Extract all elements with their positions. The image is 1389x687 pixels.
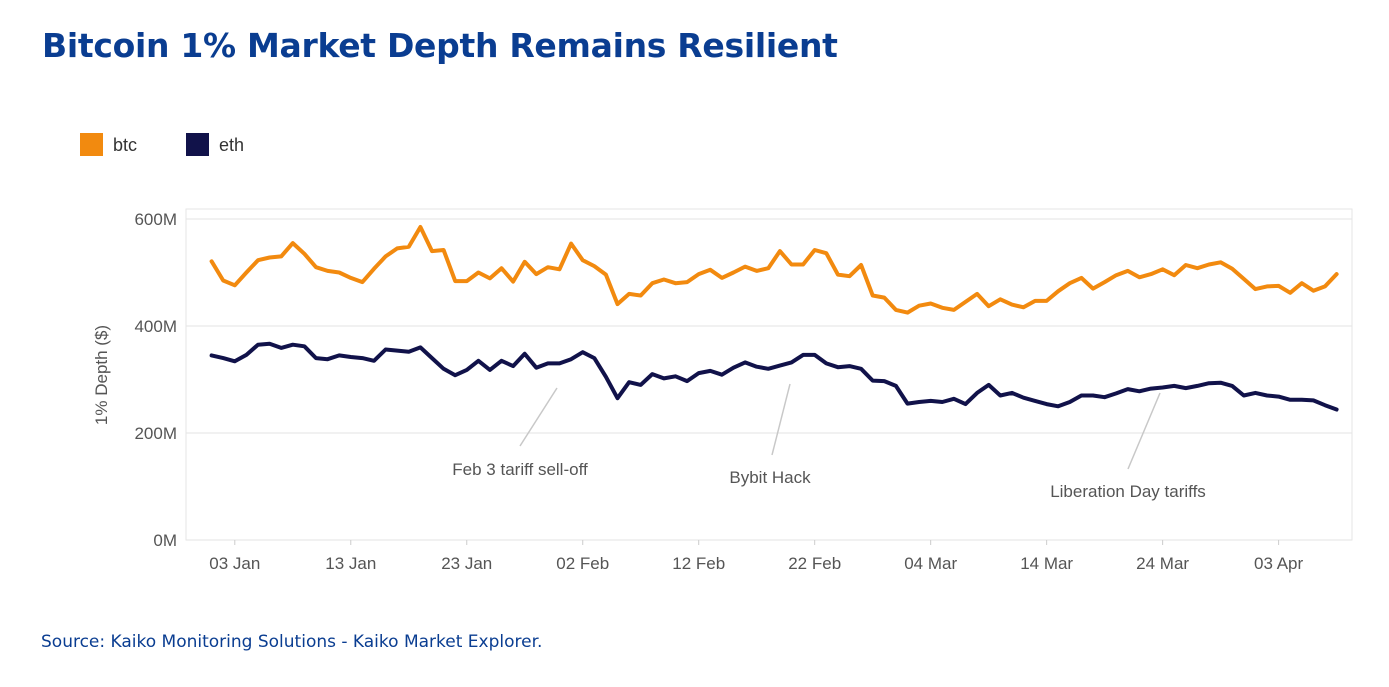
- x-tick-label: 24 Mar: [1136, 554, 1189, 573]
- x-tick-label: 12 Feb: [672, 554, 725, 573]
- x-tick-label: 14 Mar: [1020, 554, 1073, 573]
- annotation-label: Feb 3 tariff sell-off: [452, 460, 588, 479]
- y-axis-title: 1% Depth ($): [92, 325, 111, 425]
- x-tick-label: 03 Apr: [1254, 554, 1303, 573]
- annotation-leader: [771, 383, 791, 456]
- x-tick-label: 22 Feb: [788, 554, 841, 573]
- annotation-leader: [519, 387, 558, 447]
- x-tick-label: 04 Mar: [904, 554, 957, 573]
- series-line-btc: [209, 225, 1339, 315]
- legend: btc eth: [80, 133, 244, 156]
- series-line-eth: [209, 341, 1339, 412]
- legend-swatch-btc: [80, 133, 103, 156]
- annotation-label: Bybit Hack: [729, 468, 811, 487]
- x-tick-label: 13 Jan: [325, 554, 376, 573]
- annotations: Feb 3 tariff sell-off Bybit Hack Liberatio…: [452, 383, 1206, 501]
- x-tick-label: 23 Jan: [441, 554, 492, 573]
- gridlines: [186, 218, 1352, 541]
- legend-label-eth: eth: [219, 135, 244, 155]
- annotation-leader: [1127, 392, 1161, 470]
- x-axis: 03 Jan 13 Jan 23 Jan 02 Feb 12 Feb 22 Feb 04 M…: [209, 540, 1304, 573]
- y-tick-label: 400M: [134, 317, 177, 336]
- series-lines: [209, 225, 1339, 412]
- legend-swatch-eth: [186, 133, 209, 156]
- source-note: Source: Kaiko Monitoring Solutions - Kai…: [41, 632, 543, 652]
- y-tick-label: 0M: [153, 531, 177, 550]
- page-title: Bitcoin 1% Market Depth Remains Resilien…: [42, 26, 838, 65]
- y-axis: 0M 200M 400M 600M 1% Depth ($): [92, 210, 177, 550]
- annotation-label: Liberation Day tariffs: [1050, 482, 1206, 501]
- x-tick-label: 03 Jan: [209, 554, 260, 573]
- y-tick-label: 200M: [134, 424, 177, 443]
- y-tick-label: 600M: [134, 210, 177, 229]
- legend-label-btc: btc: [113, 135, 137, 155]
- x-tick-label: 02 Feb: [556, 554, 609, 573]
